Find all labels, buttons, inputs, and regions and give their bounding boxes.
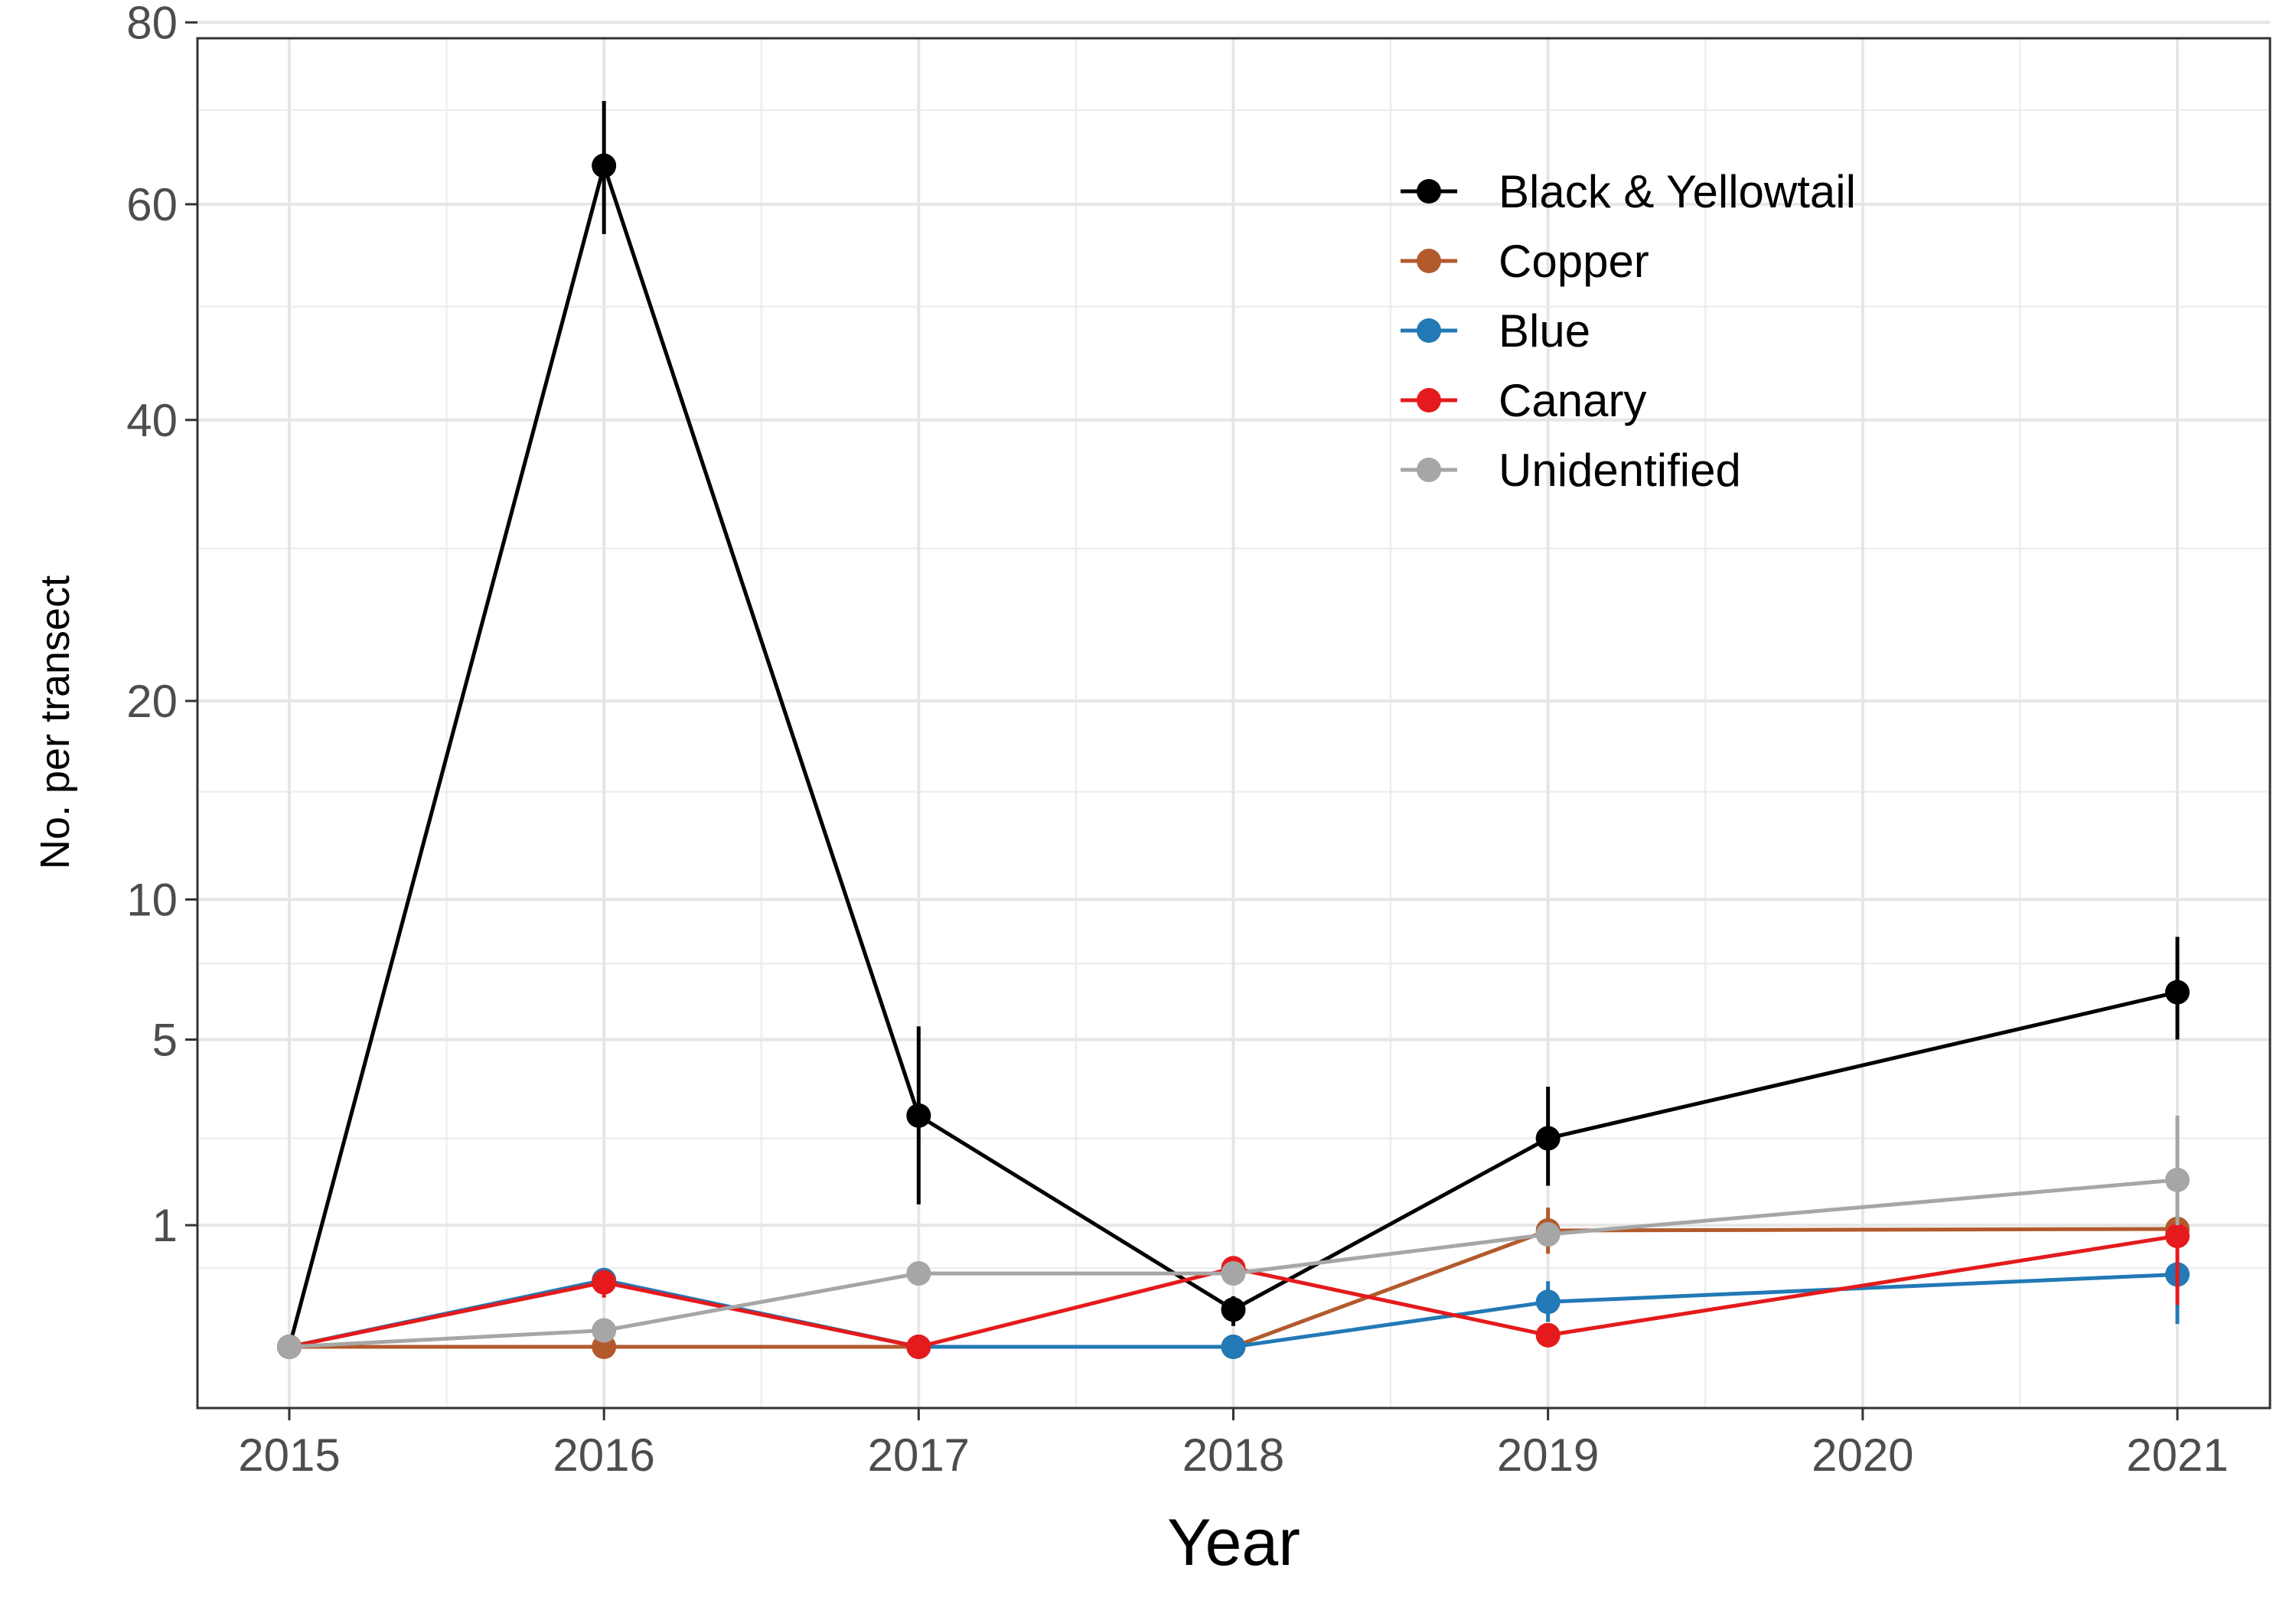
x-tick-label-0: 2015 (238, 1429, 340, 1481)
legend-label-0: Black & Yellowtail (1499, 166, 1856, 217)
legend-dot-3 (1417, 388, 1441, 412)
legend-label-3: Canary (1499, 375, 1646, 426)
y-tick-label-1: 5 (152, 1015, 178, 1066)
x-tick-label-4: 2019 (1497, 1429, 1599, 1481)
legend-label-4: Unidentified (1499, 445, 1741, 496)
x-tick-label-1: 2016 (553, 1429, 654, 1481)
data-point-3-2 (906, 1335, 931, 1359)
series-4 (277, 1115, 2190, 1359)
legend-dot-2 (1417, 318, 1441, 343)
legend: Black & Yellowtail Copper Blue Canary Uniden… (1401, 166, 1856, 496)
series-layer (277, 101, 2190, 1359)
data-point-4-2 (906, 1261, 931, 1286)
y-tick-label-2: 10 (126, 874, 178, 925)
legend-label-1: Copper (1499, 236, 1649, 287)
x-axis-title: Year (1167, 1506, 1300, 1579)
legend-dot-0 (1417, 179, 1441, 204)
data-point-0-1 (592, 153, 617, 178)
data-point-0-5 (2165, 980, 2190, 1005)
series-line-3 (289, 1234, 2178, 1349)
data-point-4-3 (1221, 1261, 1246, 1286)
y-tick-label-3: 20 (126, 676, 178, 727)
series-line-0 (287, 164, 2178, 1348)
data-point-3-5 (2165, 1224, 2190, 1249)
x-tick-label-2: 2017 (868, 1429, 970, 1481)
data-point-0-4 (1535, 1126, 1561, 1151)
series-0 (277, 101, 2190, 1359)
data-point-4-0 (277, 1335, 302, 1359)
legend-label-2: Blue (1499, 305, 1590, 357)
y-axis-title: No. per transect (32, 575, 78, 869)
data-point-3-4 (1535, 1322, 1561, 1348)
y-tick-label-5: 60 (126, 179, 178, 230)
x-axis: 2015 2016 2017 2018 2019 2020 2021 (238, 1408, 2229, 1481)
data-point-2-3 (1221, 1335, 1246, 1359)
legend-dot-4 (1417, 458, 1441, 482)
legend-dot-1 (1417, 249, 1441, 273)
y-tick-label-0: 1 (152, 1200, 178, 1251)
y-axis: 1 5 10 20 40 60 80 (126, 0, 197, 1251)
y-tick-label-4: 40 (126, 395, 178, 446)
series-line-4 (289, 1178, 2178, 1349)
data-point-2-4 (1535, 1289, 1561, 1315)
x-tick-label-6: 2021 (2126, 1429, 2228, 1481)
data-point-0-3 (1221, 1297, 1246, 1322)
data-point-3-1 (592, 1270, 617, 1295)
y-tick-label-6: 80 (126, 0, 178, 48)
x-tick-label-3: 2018 (1182, 1429, 1284, 1481)
x-tick-label-5: 2020 (1812, 1429, 1913, 1481)
data-point-4-1 (592, 1318, 617, 1343)
data-point-0-2 (906, 1103, 931, 1128)
data-point-4-5 (2165, 1167, 2190, 1192)
data-point-4-4 (1535, 1222, 1561, 1247)
